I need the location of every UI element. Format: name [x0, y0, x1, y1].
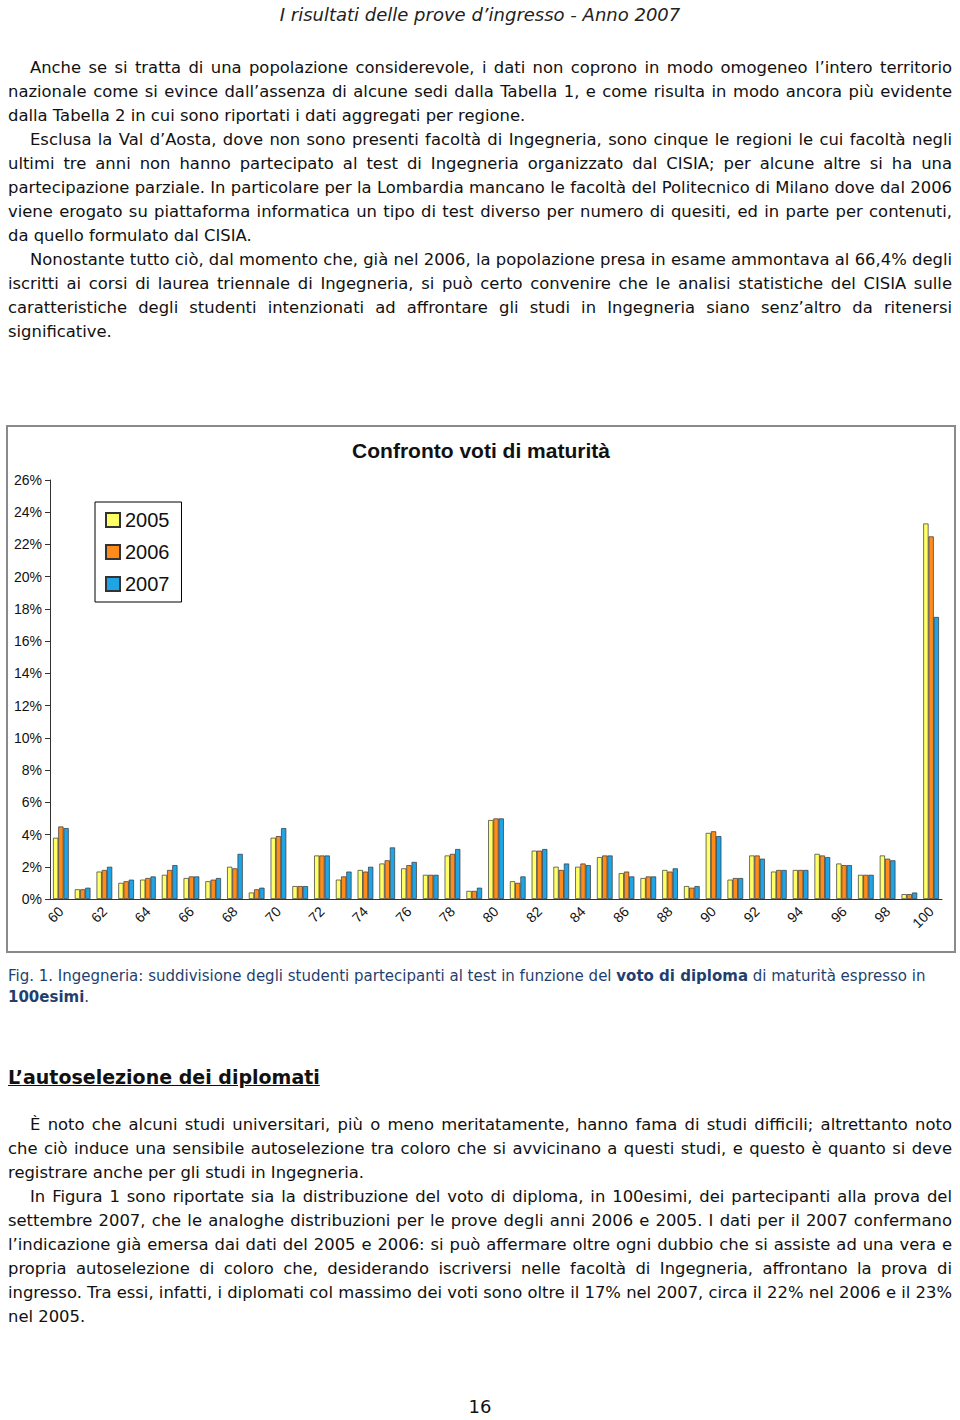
- svg-text:4%: 4%: [22, 827, 42, 843]
- html-text:Anche se si tratta di una popo: Anche se si tratta di una popolazione co…: [8, 58, 952, 125]
- html-text:È noto che alcuni studi univer: È noto che alcuni studi universitari, pi…: [8, 1115, 952, 1182]
- svg-text:68: 68: [218, 903, 240, 925]
- svg-text:70: 70: [262, 903, 284, 925]
- svg-text:90: 90: [697, 903, 719, 925]
- svg-text:20%: 20%: [14, 569, 42, 585]
- svg-text:74: 74: [349, 903, 371, 925]
- svg-text:88: 88: [653, 903, 675, 925]
- svg-text:2007: 2007: [125, 573, 170, 595]
- svg-text:84: 84: [566, 903, 588, 925]
- svg-text:8%: 8%: [22, 762, 42, 778]
- svg-text:66: 66: [175, 903, 197, 925]
- html-text:L’autoselezione dei diplomati: L’autoselezione dei diplomati: [8, 1066, 320, 1088]
- svg-text:76: 76: [392, 903, 414, 925]
- svg-text:6%: 6%: [22, 794, 42, 810]
- svg-text:100: 100: [909, 903, 937, 931]
- svg-text:2%: 2%: [22, 859, 42, 875]
- svg-text:72: 72: [305, 903, 327, 925]
- svg-text:94: 94: [784, 903, 806, 925]
- svg-text:86: 86: [610, 903, 632, 925]
- svg-text:92: 92: [740, 903, 762, 925]
- svg-text:62: 62: [88, 903, 110, 925]
- svg-text:24%: 24%: [14, 504, 42, 520]
- svg-text:96: 96: [827, 903, 849, 925]
- svg-text:0%: 0%: [22, 891, 42, 907]
- svg-text:2005: 2005: [125, 509, 170, 531]
- svg-text:10%: 10%: [14, 730, 42, 746]
- svg-text:80: 80: [479, 903, 501, 925]
- svg-text:22%: 22%: [14, 536, 42, 552]
- svg-text:78: 78: [436, 903, 458, 925]
- svg-text:60: 60: [44, 903, 66, 925]
- svg-text:26%: 26%: [14, 472, 42, 488]
- html-text:16: 16: [468, 1396, 492, 1417]
- svg-text:18%: 18%: [14, 601, 42, 617]
- html-text:In Figura 1 sono riportate sia: In Figura 1 sono riportate sia la distri…: [8, 1187, 952, 1326]
- svg-text:64: 64: [131, 903, 153, 925]
- svg-text:14%: 14%: [14, 665, 42, 681]
- svg-text:Confronto voti di maturità: Confronto voti di maturità: [352, 439, 610, 462]
- html-text:100esimi.: 100esimi.: [8, 988, 90, 1006]
- html-text:Nonostante tutto ciò, dal mome: Nonostante tutto ciò, dal momento che, g…: [8, 250, 952, 341]
- svg-text:2006: 2006: [125, 541, 170, 563]
- html-text:Fig. 1. Ingegneria: suddivisio: Fig. 1. Ingegneria: suddivisione degli s…: [8, 967, 926, 985]
- html-text:Esclusa la Val d’Aosta, dove n: Esclusa la Val d’Aosta, dove non sono pr…: [8, 130, 952, 245]
- svg-text:98: 98: [871, 903, 893, 925]
- svg-text:16%: 16%: [14, 633, 42, 649]
- svg-text:12%: 12%: [14, 698, 42, 714]
- svg-text:82: 82: [523, 903, 545, 925]
- html-text:I risultati delle prove d’ingr: I risultati delle prove d’ingresso - Ann…: [279, 4, 681, 25]
